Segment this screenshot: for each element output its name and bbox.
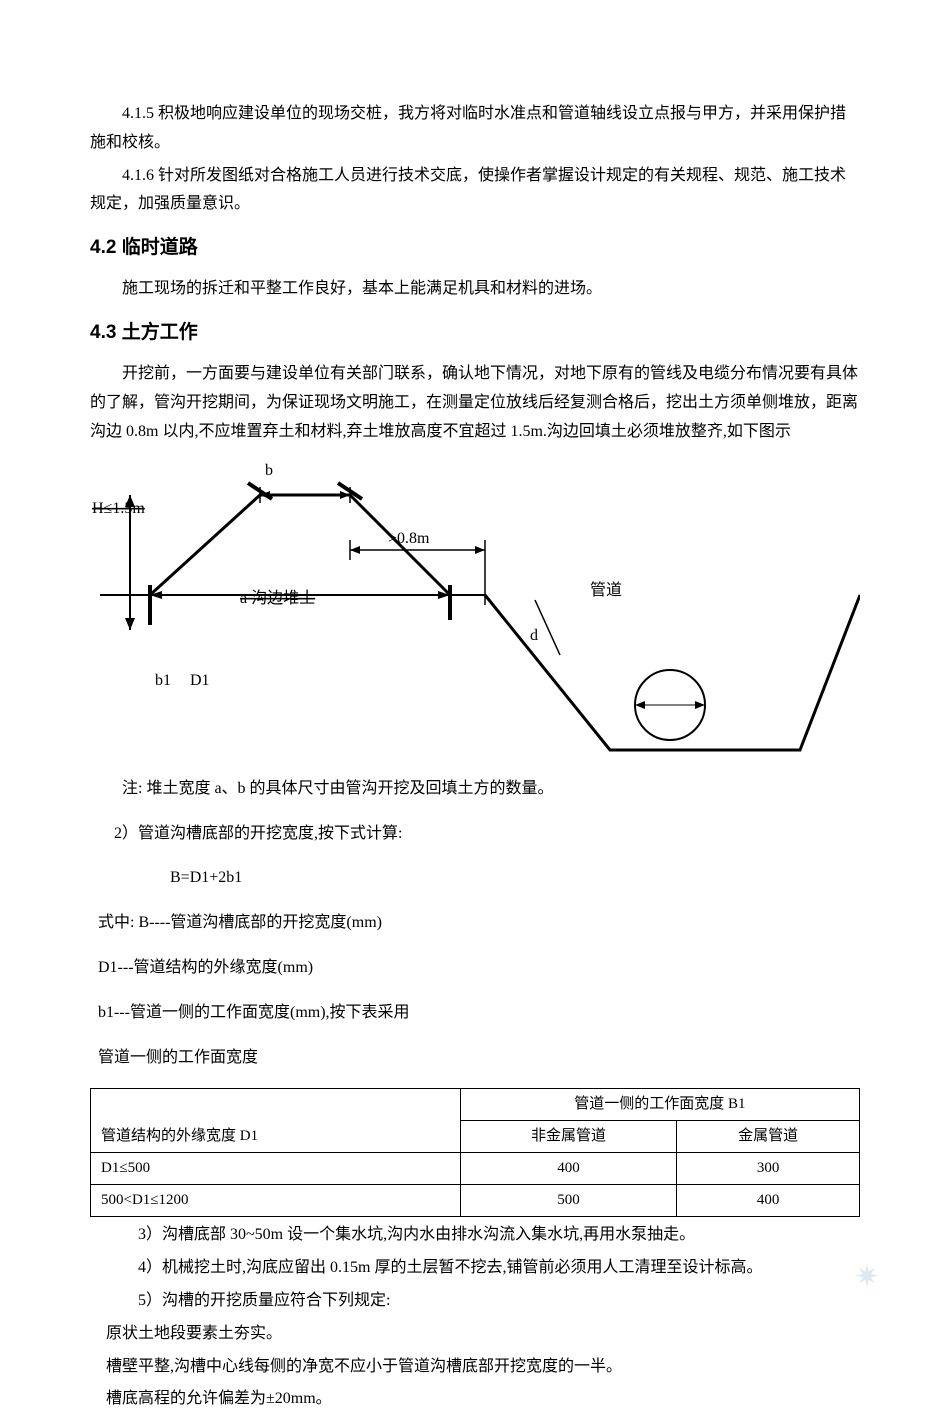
note-2: 2）管道沟槽底部的开挖宽度,按下式计算: <box>98 820 860 849</box>
table-row-header1: 管道结构的外缘宽度 D1 管道一侧的工作面宽度 B1 <box>91 1089 860 1121</box>
para-rule-3: 3）沟槽底部 30~50m 设一个集水坑,沟内水由排水沟流入集水坑,再用水泵抽走… <box>90 1221 860 1250</box>
note-3: 式中: B----管道沟槽底部的开挖宽度(mm) <box>98 909 860 938</box>
th-b1: 管道一侧的工作面宽度 B1 <box>460 1089 859 1121</box>
line-1: 原状土地段要素土夯实。 <box>90 1320 860 1349</box>
cell-m-1: 300 <box>677 1153 860 1185</box>
label-b1: b1 <box>155 672 171 689</box>
width-table: 管道结构的外缘宽度 D1 管道一侧的工作面宽度 B1 非金属管道 金属管道 D1… <box>90 1088 860 1217</box>
note-5: b1---管道一侧的工作面宽度(mm),按下表采用 <box>98 999 860 1028</box>
cell-m-2: 400 <box>677 1185 860 1217</box>
cell-nm-1: 400 <box>460 1153 676 1185</box>
para-rule-5: 5）沟槽的开挖质量应符合下列规定: <box>90 1287 860 1316</box>
label-d: d <box>530 627 538 644</box>
para-rule-4: 4）机械挖土时,沟底应留出 0.15m 厚的土层暂不挖去,铺管前必须用人工清理至… <box>90 1254 860 1283</box>
note-dim: 注: 堆土宽度 a、b 的具体尺寸由管沟开挖及回填土方的数量。 <box>90 775 860 804</box>
label-08m: >0.8m <box>388 530 430 547</box>
formula: B=D1+2b1 <box>90 864 860 893</box>
note-4: D1---管道结构的外缘宽度(mm) <box>98 954 860 983</box>
label-pipe: 管道 <box>590 581 622 599</box>
label-b: b <box>265 462 273 479</box>
label-a: a 沟边堆土 <box>240 589 315 607</box>
heading-4-2: 4.2 临时道路 <box>90 231 860 265</box>
th-d1: 管道结构的外缘宽度 D1 <box>91 1089 461 1153</box>
label-d1: D1 <box>190 672 210 689</box>
note-6: 管道一侧的工作面宽度 <box>98 1044 860 1073</box>
heading-4-3: 4.3 土方工作 <box>90 316 860 350</box>
para-4-1-5: 4.1.5 积极地响应建设单位的现场交桩，我方将对临时水准点和管道轴线设立点报与… <box>90 100 860 158</box>
para-4-1-6: 4.1.6 针对所发图纸对合格施工人员进行技术交底，使操作者掌握设计规定的有关规… <box>90 162 860 220</box>
th-metal: 金属管道 <box>677 1121 860 1153</box>
cell-d1-2: 500<D1≤1200 <box>91 1185 461 1217</box>
para-4-2: 施工现场的拆迁和平整工作良好，基本上能满足机具和材料的进场。 <box>90 275 860 304</box>
line-2: 槽壁平整,沟槽中心线每侧的净宽不应小于管道沟槽底部开挖宽度的一半。 <box>90 1353 860 1382</box>
cell-nm-2: 500 <box>460 1185 676 1217</box>
table-row: D1≤500 400 300 <box>91 1153 860 1185</box>
para-4-3-intro: 开挖前，一方面要与建设单位有关部门联系，确认地下情况，对地下原有的管线及电缆分布… <box>90 360 860 446</box>
line-3: 槽底高程的允许偏差为±20mm。 <box>90 1385 860 1414</box>
label-h: H≤1.5m <box>92 500 145 517</box>
th-nonmetal: 非金属管道 <box>460 1121 676 1153</box>
table-row: 500<D1≤1200 500 400 <box>91 1185 860 1217</box>
cell-d1-1: D1≤500 <box>91 1153 461 1185</box>
trench-diagram: b H≤1.5m >0.8m a 沟 <box>90 455 860 775</box>
